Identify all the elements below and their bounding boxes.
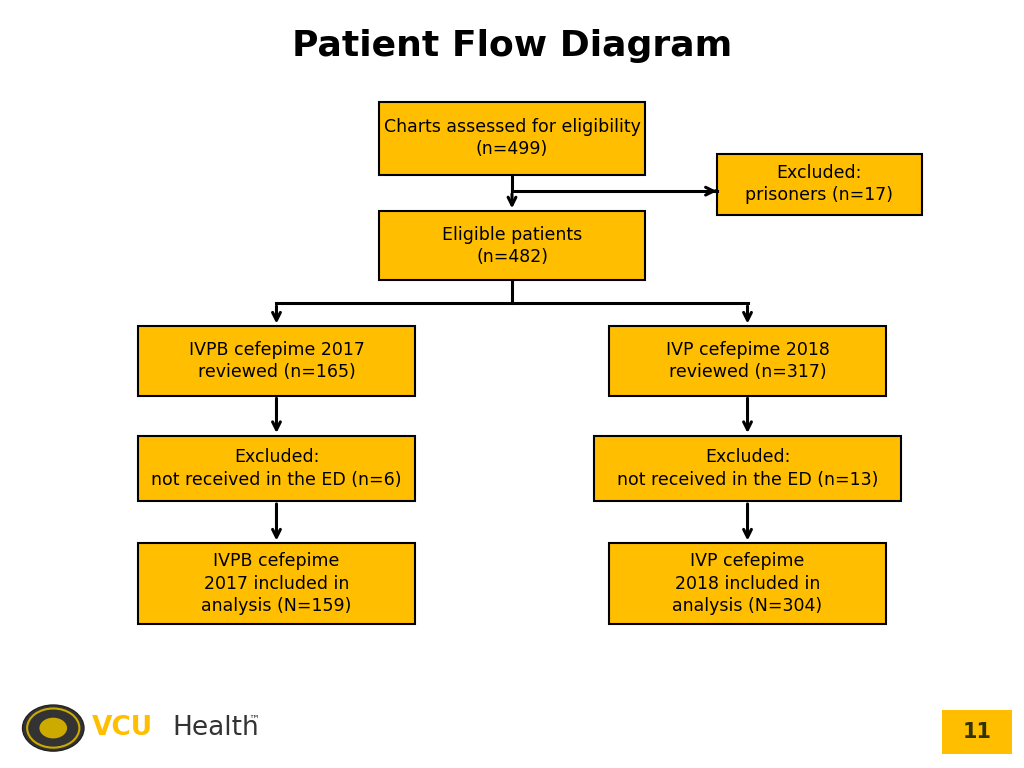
FancyBboxPatch shape: [609, 544, 886, 624]
Text: Patient Flow Diagram: Patient Flow Diagram: [292, 29, 732, 63]
FancyBboxPatch shape: [379, 211, 645, 280]
FancyBboxPatch shape: [717, 154, 922, 215]
Circle shape: [23, 705, 84, 751]
Text: Excluded:
not received in the ED (n=13): Excluded: not received in the ED (n=13): [616, 449, 879, 488]
Text: Excluded:
not received in the ED (n=6): Excluded: not received in the ED (n=6): [152, 449, 401, 488]
Text: Excluded:
prisoners (n=17): Excluded: prisoners (n=17): [745, 164, 893, 204]
FancyBboxPatch shape: [138, 326, 415, 396]
Text: ™: ™: [249, 714, 260, 725]
Text: IVP cefepime 2018
reviewed (n=317): IVP cefepime 2018 reviewed (n=317): [666, 341, 829, 381]
Text: IVPB cefepime 2017
reviewed (n=165): IVPB cefepime 2017 reviewed (n=165): [188, 341, 365, 381]
FancyBboxPatch shape: [594, 436, 901, 502]
FancyBboxPatch shape: [942, 710, 1012, 754]
Circle shape: [39, 717, 68, 739]
FancyBboxPatch shape: [379, 102, 645, 175]
Text: VCU: VCU: [92, 715, 154, 741]
FancyBboxPatch shape: [138, 544, 415, 624]
Text: IVPB cefepime
2017 included in
analysis (N=159): IVPB cefepime 2017 included in analysis …: [202, 552, 351, 615]
FancyBboxPatch shape: [609, 326, 886, 396]
FancyBboxPatch shape: [138, 436, 415, 502]
Text: Charts assessed for eligibility
(n=499): Charts assessed for eligibility (n=499): [384, 118, 640, 158]
Text: 11: 11: [963, 722, 991, 742]
Text: IVP cefepime
2018 included in
analysis (N=304): IVP cefepime 2018 included in analysis (…: [673, 552, 822, 615]
Text: Health: Health: [172, 715, 259, 741]
Text: Eligible patients
(n=482): Eligible patients (n=482): [442, 226, 582, 266]
